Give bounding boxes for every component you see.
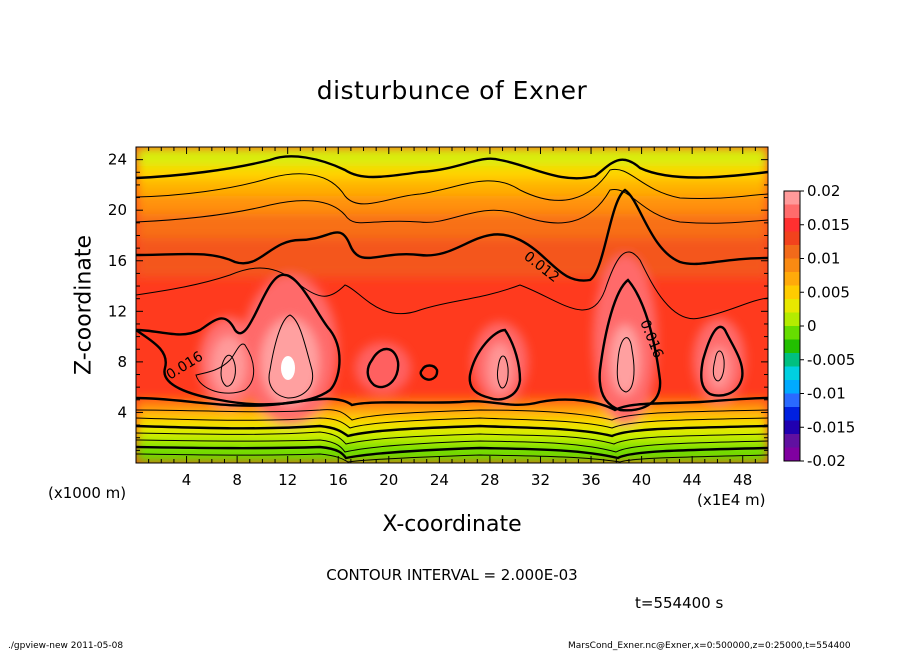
x-tick-label: 12 (278, 471, 297, 489)
y-axis: 4 8 12 16 20 24 (108, 151, 768, 451)
time-label: t=554400 s (635, 594, 724, 612)
contour-mid-thin (136, 251, 768, 320)
colorbar-swatch (784, 393, 800, 408)
contour-0016-x23 (419, 364, 439, 381)
contour-low-6 (136, 445, 768, 460)
contour-0020-x29 (496, 355, 509, 389)
contour-0016-left (136, 273, 341, 406)
colorbar-swatch (784, 285, 800, 300)
colorbar-swatch (784, 218, 800, 232)
colorbar-swatch (784, 191, 800, 205)
contour-0018-x12 (268, 314, 314, 399)
contour-0012 (136, 188, 768, 282)
colorbar-tick-label: 0.02 (807, 182, 840, 200)
x-tick-label: 32 (531, 471, 550, 489)
colorbar-tick-label: 0 (807, 317, 817, 335)
colorbar-tick-label: 0.005 (807, 283, 850, 301)
footer-right: MarsCond_Exner.nc@Exner,x=0:500000,z=0:2… (568, 641, 851, 651)
colorbar-swatch (784, 326, 800, 340)
colorbar-swatch (784, 380, 800, 394)
contour-lines (136, 155, 768, 463)
x-axis-label: X-coordinate (382, 512, 522, 537)
y-unit-label: (x1E4 m) (697, 491, 766, 509)
colorbar-swatch (784, 231, 800, 246)
contour-low-1 (136, 409, 768, 421)
y-tick-label: 20 (108, 201, 127, 219)
core-peak-12 (281, 356, 295, 380)
contour-low-3 (136, 424, 768, 438)
colorbar-swatch (784, 312, 800, 327)
colorbar-swatch (784, 272, 800, 286)
x-tick-label: 40 (632, 471, 651, 489)
y-axis-label: Z-coordinate (71, 235, 97, 375)
x-tick-label: 28 (480, 471, 499, 489)
contour-low-2 (136, 417, 768, 429)
contour-low-4 (136, 431, 768, 445)
y-tick-label: 4 (117, 403, 127, 421)
contour-low-5 (136, 439, 768, 453)
x-tick-label: 44 (683, 471, 702, 489)
colorbar-tick-label: 0.01 (807, 250, 840, 268)
band-low-yellow (136, 416, 768, 426)
x-tick-label: 36 (581, 471, 600, 489)
contour-0016-x38 (598, 278, 662, 412)
contour-upper-thin-b (136, 188, 768, 224)
colorbar-swatch (784, 258, 800, 273)
colorbar-swatch (784, 420, 800, 435)
core-46 (707, 346, 731, 390)
colorbar-tick-label: 0.015 (807, 216, 850, 234)
colorbar-tick-label: -0.015 (807, 418, 855, 436)
colorbar-swatch (784, 353, 800, 367)
y-tick-label: 16 (108, 252, 127, 270)
x-tick-label: 24 (430, 471, 449, 489)
contour-interval-text: CONTOUR INTERVAL = 2.000E-03 (326, 566, 578, 584)
contour-top-thick (136, 155, 768, 180)
core-38 (609, 324, 641, 396)
contour-0020-x46 (712, 350, 725, 382)
colorbar-swatch (784, 299, 800, 313)
x-unit-label: (x1000 m) (48, 484, 127, 502)
colorbar-swatch (784, 339, 800, 354)
y-tick-label: 12 (108, 302, 127, 320)
contour-0016-x46 (700, 325, 744, 397)
contour-field: 0.016 0.012 0.016 (136, 147, 768, 463)
chart-title: disturbunce of Exner (316, 76, 588, 105)
contour-0020-x38 (616, 337, 635, 393)
y-tick-label: 8 (117, 353, 127, 371)
colorbar-swatch (784, 245, 800, 259)
core-8 (211, 335, 247, 395)
x-tick-label: 48 (733, 471, 752, 489)
contour-low-thick (136, 396, 768, 412)
colorbar-swatch (784, 447, 800, 462)
footer-left: ./gpview-new 2011-05-08 (8, 641, 124, 651)
colorbar-tick-label: -0.005 (807, 351, 855, 369)
x-axis: 4 8 12 16 20 24 28 32 36 40 44 48 (148, 147, 756, 489)
contour-0020-x8 (220, 354, 236, 387)
colorbar-swatch (784, 366, 800, 381)
colorbar-swatch (784, 407, 800, 421)
contour-0016-x29 (468, 328, 522, 401)
contour-low-7 (136, 453, 768, 463)
x-tick-label: 20 (379, 471, 398, 489)
x-tick-label: 16 (329, 471, 348, 489)
colorbar-swatch (784, 434, 800, 448)
colorbar: 0.02 0.015 0.01 0.005 0 -0.005 -0.01 -0.015 -0.0… (783, 182, 855, 470)
contour-0016-x20 (366, 347, 400, 389)
y-tick-label: 24 (108, 151, 127, 169)
x-tick-label: 8 (232, 471, 242, 489)
x-tick-label: 4 (182, 471, 192, 489)
colorbar-swatch (784, 204, 800, 219)
colorbar-tick-label: -0.02 (807, 452, 846, 470)
colorbar-tick-label: -0.01 (807, 385, 846, 403)
contour-upper-thin-a (136, 168, 768, 205)
band-low-amber (136, 408, 768, 418)
band-top-orange (136, 180, 768, 200)
